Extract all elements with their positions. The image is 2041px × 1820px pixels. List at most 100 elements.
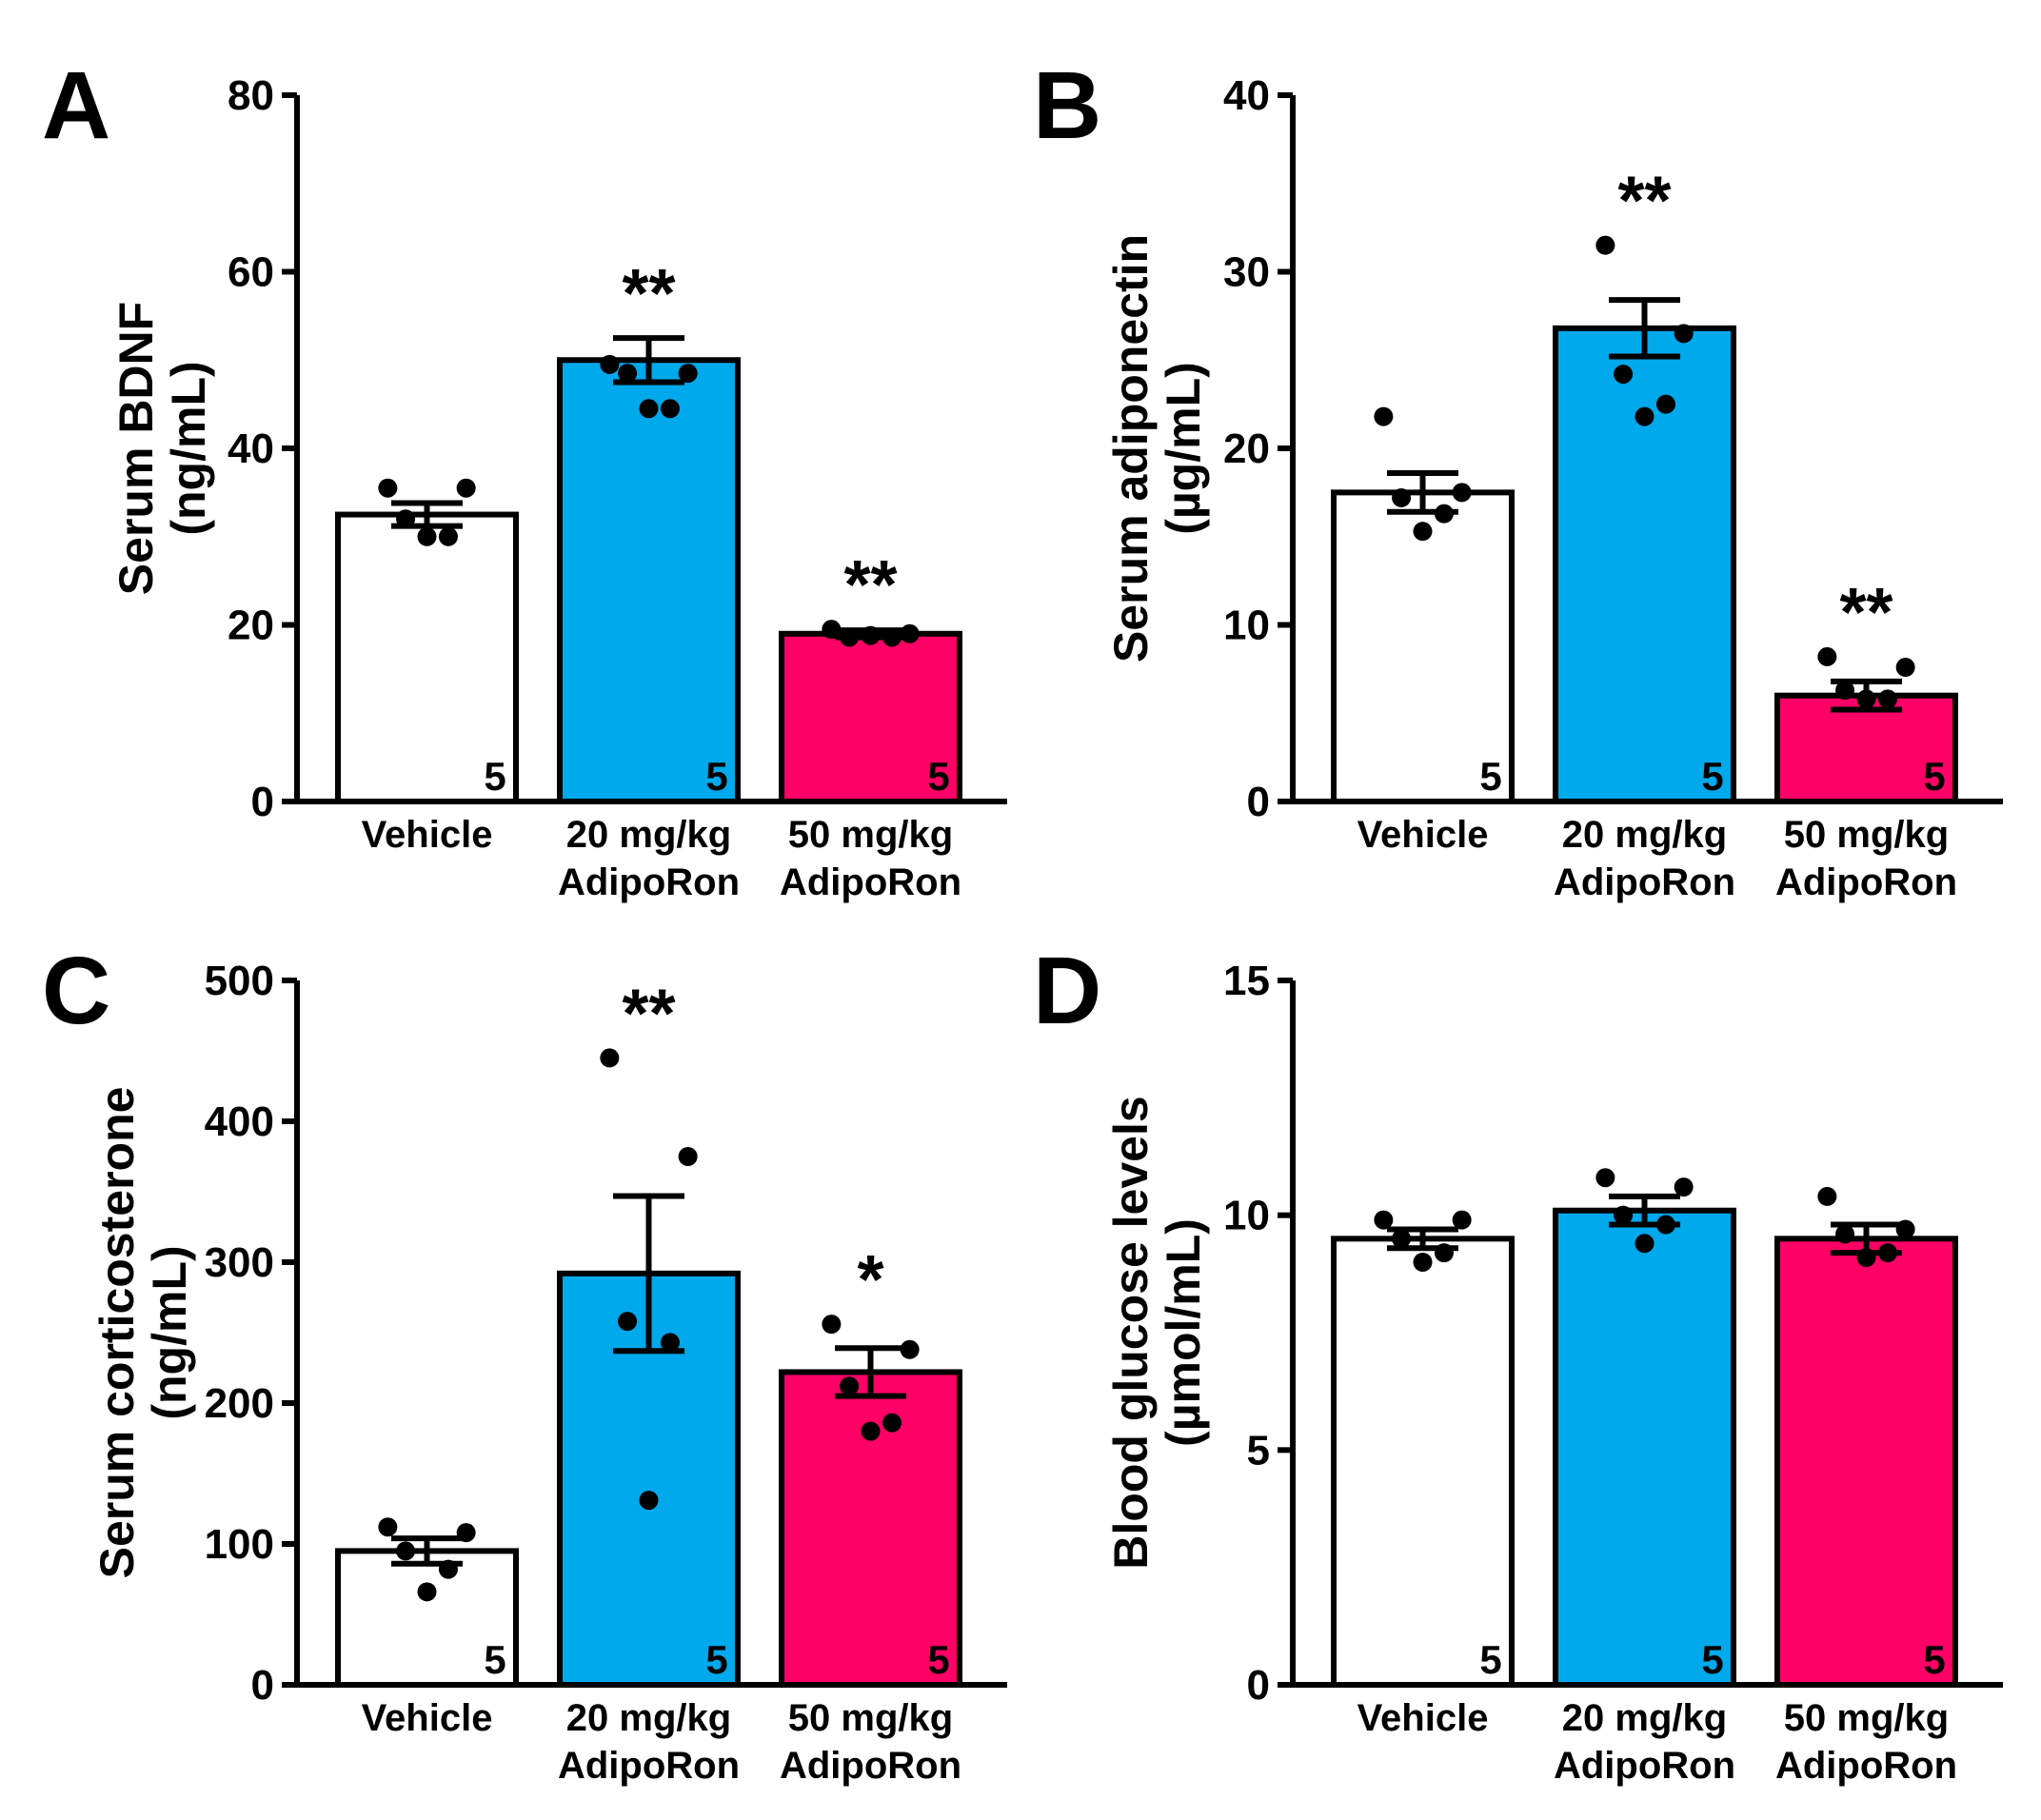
significance-label: **: [622, 976, 675, 1052]
bar: [1774, 1236, 1958, 1689]
data-point: [660, 1333, 680, 1353]
data-point: [1595, 1168, 1615, 1188]
data-point: [1434, 504, 1454, 524]
data-point: [639, 399, 659, 419]
data-point: [456, 478, 476, 498]
data-point: [1635, 406, 1655, 426]
y-tick-label: 80: [228, 72, 274, 119]
n-label: 5: [927, 754, 949, 799]
y-tick-label: 20: [1223, 425, 1270, 472]
y-axis-label: (ng/mL): [143, 1245, 196, 1419]
data-point: [900, 623, 920, 643]
panel-letter: D: [1033, 938, 1101, 1044]
category-label: AdipoRon: [558, 1745, 740, 1787]
data-point: [861, 1421, 881, 1441]
data-point: [396, 1541, 416, 1561]
data-point: [1614, 365, 1634, 385]
data-point: [1877, 689, 1897, 709]
y-tick-label: 500: [205, 958, 274, 1004]
panel-c: C Serum corticosterone (ng/mL) 5 Vehicle 5 ** 2…: [42, 938, 1007, 1787]
y-tick-label: 200: [205, 1380, 274, 1427]
y-tick-label: 10: [1223, 603, 1270, 649]
data-point: [1392, 487, 1412, 507]
bar: [779, 630, 962, 805]
data-point: [438, 526, 458, 546]
data-point: [1817, 1186, 1837, 1206]
data-point: [1895, 1219, 1915, 1239]
data-point: [1835, 681, 1855, 701]
data-point: [1877, 1243, 1897, 1263]
data-point: [1674, 324, 1694, 344]
category-label: Vehicle: [1357, 814, 1489, 856]
data-point: [660, 399, 680, 419]
category-label: AdipoRon: [1554, 1745, 1735, 1787]
data-point: [438, 1559, 458, 1579]
y-tick-label: 400: [205, 1098, 274, 1145]
data-point: [882, 1413, 902, 1433]
data-point: [1374, 1210, 1394, 1230]
y-tick-label: 60: [228, 249, 274, 296]
data-point: [1452, 1210, 1472, 1230]
category-label: AdipoRon: [1775, 861, 1957, 903]
n-label: 5: [484, 1637, 505, 1682]
data-point: [618, 364, 638, 384]
data-point: [1392, 1229, 1412, 1249]
y-tick-label: 0: [1247, 779, 1270, 825]
n-label: 5: [705, 754, 727, 799]
category-label: AdipoRon: [1775, 1745, 1957, 1787]
data-point: [1434, 1243, 1454, 1263]
category-label: Vehicle: [362, 814, 493, 856]
data-point: [1452, 483, 1472, 503]
y-axis-label: Blood glucose levels: [1104, 1096, 1158, 1569]
bar: [1553, 325, 1736, 804]
data-point: [1895, 658, 1915, 678]
y-tick-label: 15: [1223, 958, 1270, 1004]
category-label: AdipoRon: [1554, 861, 1735, 903]
bar: [1553, 1207, 1736, 1688]
y-tick-label: 30: [1223, 249, 1270, 296]
data-point: [1413, 522, 1433, 542]
data-point: [1674, 1177, 1694, 1197]
n-label: 5: [1923, 1637, 1945, 1682]
data-point: [1856, 1248, 1876, 1268]
panel-letter: A: [42, 52, 110, 159]
y-tick-label: 10: [1223, 1193, 1270, 1239]
data-point: [678, 364, 698, 384]
data-point: [1413, 1253, 1433, 1272]
data-point: [1614, 1205, 1634, 1225]
y-tick-label: 100: [205, 1521, 274, 1568]
data-point: [1835, 1224, 1855, 1244]
category-label: AdipoRon: [780, 1745, 961, 1787]
data-point: [417, 526, 437, 546]
y-tick-label: 20: [228, 603, 274, 649]
category-label: 20 mg/kg: [566, 814, 731, 856]
category-label: AdipoRon: [780, 861, 961, 903]
data-point: [861, 625, 881, 645]
bar: [1331, 1236, 1515, 1689]
panel-letter: C: [42, 938, 110, 1044]
y-tick-label: 0: [251, 1662, 274, 1709]
data-point: [396, 509, 416, 529]
data-point: [378, 478, 398, 498]
n-label: 5: [1701, 754, 1723, 799]
data-point: [1856, 689, 1876, 709]
significance-label: **: [622, 256, 675, 332]
y-axis-label: Serum BDNF: [109, 302, 163, 595]
data-point: [618, 1312, 638, 1332]
data-point: [1655, 1215, 1675, 1235]
category-label: 50 mg/kg: [1784, 814, 1949, 856]
data-point: [1655, 394, 1675, 414]
category-label: Vehicle: [1357, 1697, 1489, 1739]
n-label: 5: [1701, 1637, 1723, 1682]
bar: [557, 1270, 741, 1688]
y-tick-label: 0: [251, 779, 274, 825]
category-label: Vehicle: [362, 1697, 493, 1739]
data-point: [378, 1517, 398, 1537]
n-label: 5: [927, 1637, 949, 1682]
category-label: AdipoRon: [558, 861, 740, 903]
data-point: [900, 1339, 920, 1359]
data-point: [417, 1582, 437, 1602]
y-tick-label: 0: [1247, 1662, 1270, 1709]
